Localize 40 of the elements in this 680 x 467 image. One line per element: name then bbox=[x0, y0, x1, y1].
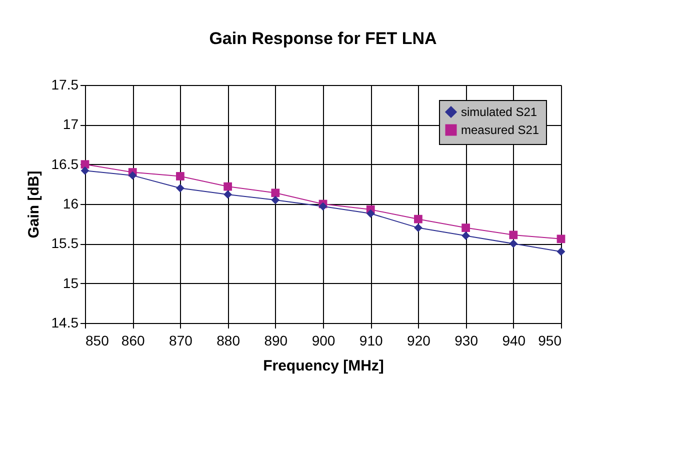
y-tick-label: 16 bbox=[62, 196, 79, 212]
x-tick-label: 920 bbox=[407, 332, 431, 348]
x-tick-label: 950 bbox=[538, 332, 562, 348]
point bbox=[556, 234, 566, 244]
point bbox=[414, 214, 422, 224]
point bbox=[366, 209, 375, 218]
point bbox=[224, 182, 232, 191]
point bbox=[271, 196, 280, 204]
x-tick-label: 930 bbox=[454, 332, 478, 348]
chart-title: Gain Response for FET LNA bbox=[209, 29, 437, 48]
y-tick-label: 14.5 bbox=[51, 314, 79, 330]
point bbox=[224, 190, 232, 199]
x-axis-title: Frequency [MHz] bbox=[263, 358, 384, 374]
point bbox=[462, 232, 470, 240]
point bbox=[318, 202, 328, 211]
y-tick-label: 15 bbox=[62, 274, 79, 291]
y-tick-label: 16.5 bbox=[51, 156, 79, 172]
point bbox=[176, 172, 184, 180]
point bbox=[509, 230, 518, 240]
point bbox=[556, 247, 566, 256]
point bbox=[414, 224, 422, 232]
point bbox=[176, 184, 184, 192]
x-tick-label: 850 bbox=[86, 332, 110, 348]
point bbox=[271, 188, 280, 198]
point bbox=[462, 224, 470, 232]
x-tick-label: 880 bbox=[216, 332, 240, 348]
legend-label: simulated S21 bbox=[461, 105, 538, 119]
x-tick-label: 940 bbox=[502, 332, 526, 348]
y-tick-label: 17.5 bbox=[51, 76, 79, 92]
x-tick-label: 860 bbox=[121, 332, 145, 348]
point bbox=[128, 171, 137, 180]
y-tick-label: 17 bbox=[62, 116, 79, 132]
point bbox=[509, 239, 518, 248]
x-tick-label: 870 bbox=[169, 332, 193, 348]
y-axis-title: Gain [dB] bbox=[25, 170, 42, 238]
x-tick-label: 890 bbox=[264, 332, 288, 348]
y-tick-label: 15.5 bbox=[51, 235, 79, 252]
x-tick-label: 910 bbox=[359, 332, 383, 348]
legend-label: measured S21 bbox=[461, 123, 540, 137]
x-tick-label: 900 bbox=[312, 332, 336, 348]
